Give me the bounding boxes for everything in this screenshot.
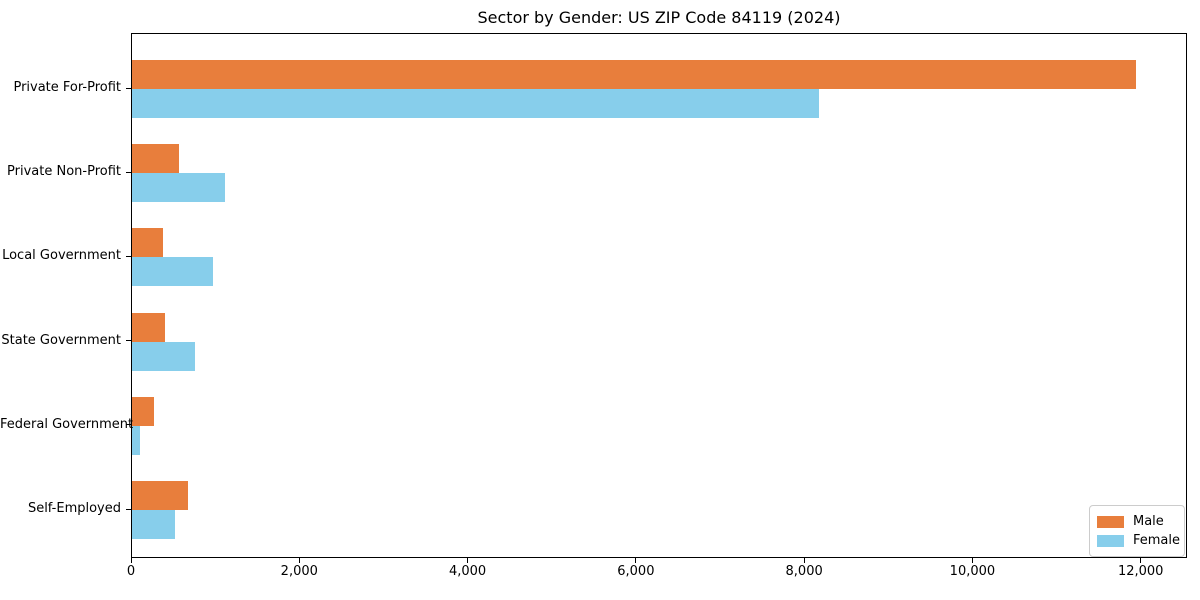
y-tick-label-local-government: Local Government bbox=[2, 248, 121, 264]
x-tick-mark bbox=[1140, 558, 1142, 563]
plot-area: Male Female bbox=[131, 33, 1187, 558]
bar-male-federal-government bbox=[132, 396, 154, 426]
bar-female-private-non-profit bbox=[132, 173, 226, 203]
legend-swatch-female bbox=[1097, 534, 1124, 547]
x-tick-mark bbox=[130, 558, 132, 563]
y-tick-label-federal-government: Federal Government bbox=[0, 416, 134, 432]
bar-female-state-government bbox=[132, 341, 195, 371]
x-tick-label: 4,000 bbox=[448, 564, 487, 579]
x-tick-label: 8,000 bbox=[785, 564, 823, 579]
x-tick-label: 2,000 bbox=[280, 564, 318, 579]
y-tick-label-self-employed: Self-Employed bbox=[27, 501, 121, 516]
x-tick-mark bbox=[803, 558, 805, 563]
bar-female-local-government bbox=[132, 257, 214, 287]
x-tick-label: 10,000 bbox=[949, 564, 996, 579]
legend-item-male: Male bbox=[1097, 512, 1176, 531]
x-tick-label: 12,000 bbox=[1117, 564, 1164, 579]
x-tick-mark bbox=[467, 558, 469, 563]
legend-item-female: Female bbox=[1097, 531, 1180, 550]
y-tick-label-private-non-profit: Private Non-Profit bbox=[7, 164, 121, 180]
legend: Male Female bbox=[1089, 505, 1185, 557]
legend-swatch-male bbox=[1097, 515, 1124, 528]
bar-male-self-employed bbox=[132, 481, 188, 510]
bar-male-local-government bbox=[132, 228, 164, 258]
x-tick-label: 6,000 bbox=[617, 564, 655, 579]
x-tick-label: 0 bbox=[126, 564, 136, 579]
y-tick-mark bbox=[126, 424, 131, 426]
y-tick-mark bbox=[126, 340, 131, 342]
x-tick-mark bbox=[635, 558, 637, 563]
bar-male-private-for-profit bbox=[132, 60, 1136, 89]
y-tick-mark bbox=[126, 87, 131, 89]
y-tick-label-state-government: State Government bbox=[1, 332, 121, 348]
y-tick-label-private-for-profit: Private For-Profit bbox=[13, 80, 121, 95]
x-tick-mark bbox=[971, 558, 973, 563]
legend-label-male: Male bbox=[1133, 514, 1164, 529]
y-tick-mark bbox=[126, 508, 131, 510]
x-tick-mark bbox=[298, 558, 300, 563]
y-tick-mark bbox=[126, 255, 131, 257]
bar-female-private-for-profit bbox=[132, 89, 819, 118]
bar-male-private-non-profit bbox=[132, 144, 180, 174]
bar-female-federal-government bbox=[132, 425, 140, 455]
bar-male-state-government bbox=[132, 312, 165, 342]
legend-label-female: Female bbox=[1133, 533, 1181, 548]
bar-female-self-employed bbox=[132, 510, 175, 539]
chart-title: Sector by Gender: US ZIP Code 84119 (202… bbox=[477, 8, 841, 27]
y-tick-mark bbox=[126, 171, 131, 173]
